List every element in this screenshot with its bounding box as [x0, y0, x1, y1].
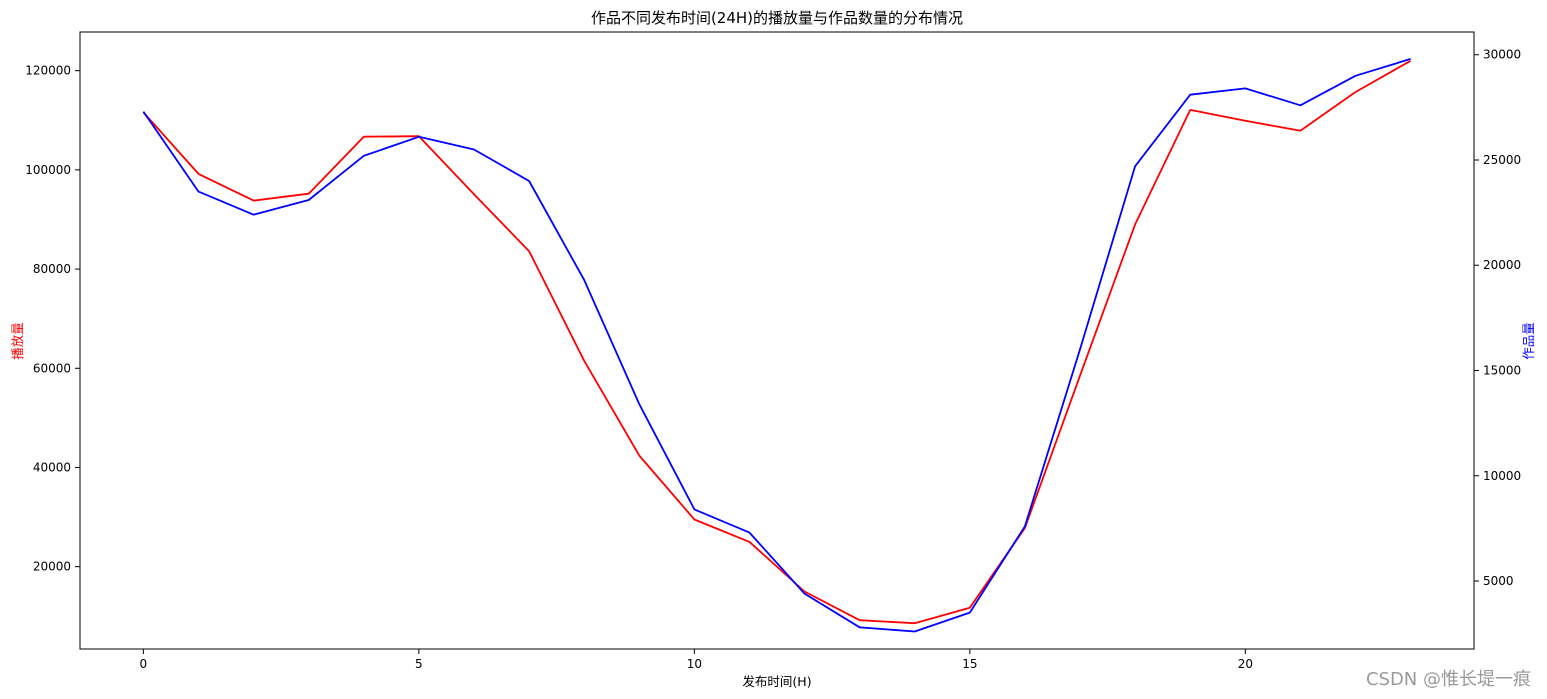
plot-frame	[79, 31, 1475, 650]
right-y-tick-label: 30000	[1483, 48, 1521, 62]
series-line-play-count	[142, 60, 1412, 625]
x-tick-label: 5	[415, 657, 423, 671]
x-tick-label: 0	[140, 657, 148, 671]
right-y-axis-label: 作品量	[1521, 322, 1536, 360]
left-y-tick-label: 40000	[33, 460, 71, 474]
x-axis-label: 发布时间(H)	[742, 674, 811, 689]
left-y-axis-label: 播放量	[10, 322, 25, 360]
plot-area	[142, 58, 1412, 633]
right-y-tick-label: 15000	[1483, 363, 1521, 377]
right-y-tick-label: 20000	[1483, 258, 1521, 272]
series-line-works-count	[142, 58, 1411, 633]
left-y-tick-label: 80000	[33, 262, 71, 276]
right-y-tick-label: 10000	[1483, 469, 1521, 483]
left-y-tick-label: 120000	[25, 64, 71, 78]
axes: 0 5 10 15 20 20000 40000 60000 80000 100000 120000…	[25, 31, 1521, 671]
chart-title: 作品不同发布时间(24H)的播放量与作品数量的分布情况	[591, 9, 963, 27]
left-y-tick-label: 20000	[33, 560, 71, 574]
right-y-tick-label: 5000	[1483, 574, 1514, 588]
left-y-tick-label: 60000	[33, 361, 71, 375]
x-tick-label: 15	[962, 657, 977, 671]
x-tick-label: 20	[1238, 657, 1253, 671]
right-y-tick-label: 25000	[1483, 153, 1521, 167]
watermark: CSDN @惟长堤一痕	[1365, 669, 1531, 690]
x-tick-label: 10	[687, 657, 702, 671]
left-y-tick-label: 100000	[25, 163, 71, 177]
